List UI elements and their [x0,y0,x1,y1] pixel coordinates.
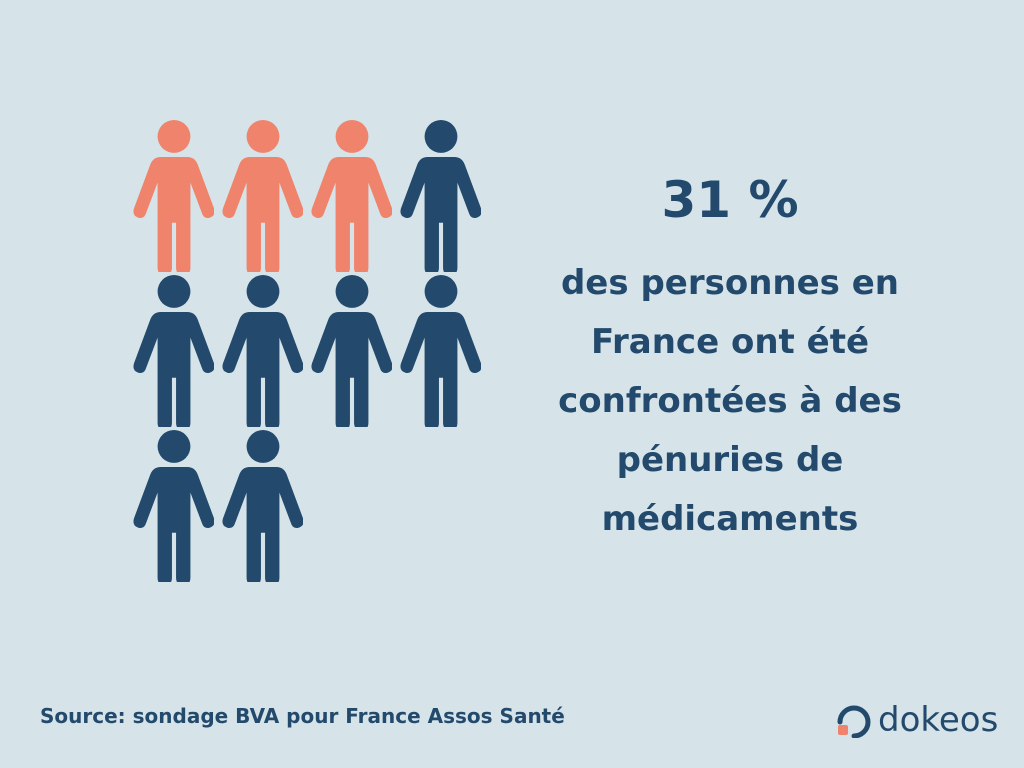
person-icon [395,118,481,272]
stat-caption-line: pénuries de [616,440,844,480]
stat-caption-line: médicaments [601,499,859,539]
brand-name: dokeos [878,700,999,740]
dokeos-logo-icon [837,705,871,738]
person-icon [217,428,303,582]
person-icon-highlighted [306,118,392,272]
person-icon-highlighted [128,118,214,272]
person-pictogram [128,118,508,588]
stat-value: 31 % [661,171,799,229]
stat-caption-line: des personnes en [560,263,900,303]
stat-caption-line: confrontées à des [558,381,902,421]
person-icon [306,273,392,427]
source-note: Source: sondage BVA pour France Assos Sa… [40,704,565,728]
person-icon [128,428,214,582]
person-icon-highlighted [217,118,303,272]
stat-caption-line: France ont été [590,322,870,362]
stat-block: 31 % des personnes en France ont été con… [540,168,920,549]
brand-logo: dokeos [836,698,998,742]
person-icon [128,273,214,427]
person-icon [395,273,481,427]
stat-caption: des personnes en France ont été confront… [540,254,920,549]
person-icon [217,273,303,427]
